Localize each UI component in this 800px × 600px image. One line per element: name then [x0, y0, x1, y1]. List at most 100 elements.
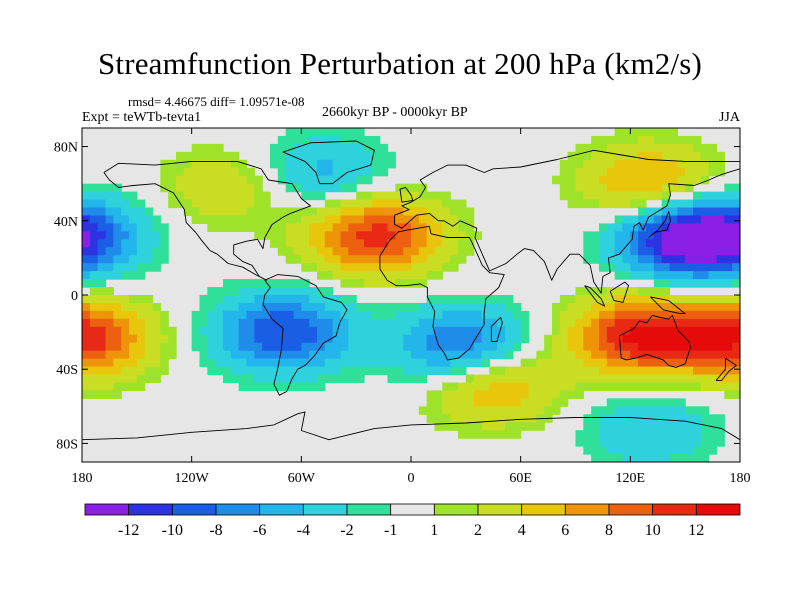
- field-cell: [606, 446, 616, 455]
- field-cell: [630, 135, 639, 145]
- field-cell: [89, 199, 99, 209]
- field-cell: [732, 390, 740, 399]
- field-cell: [622, 350, 631, 360]
- field-cell: [669, 247, 678, 256]
- field-cell: [552, 310, 561, 320]
- field-cell: [591, 446, 600, 455]
- field-cell: [395, 334, 404, 344]
- field-cell: [270, 334, 279, 344]
- field-cell: [716, 342, 725, 352]
- field-cell: [293, 374, 302, 384]
- field-cell: [356, 231, 365, 240]
- field-cell: [653, 446, 663, 455]
- field-cell: [160, 231, 169, 240]
- field-cell: [411, 350, 420, 360]
- field-cell: [700, 438, 710, 447]
- field-cell: [309, 326, 318, 336]
- field-cell: [606, 454, 616, 462]
- field-cell: [708, 342, 718, 352]
- field-cell: [371, 318, 381, 328]
- field-cell: [418, 199, 428, 209]
- field-cell: [575, 183, 584, 193]
- field-cell: [567, 342, 577, 352]
- field-cell: [614, 326, 624, 336]
- field-cell: [356, 159, 365, 169]
- field-cell: [473, 231, 483, 240]
- field-cell: [669, 215, 678, 225]
- field-cell: [113, 199, 122, 209]
- field-cell: [348, 223, 357, 232]
- field-cell: [638, 406, 647, 415]
- field-cell: [418, 255, 428, 264]
- field-cell: [395, 199, 404, 209]
- field-cell: [301, 247, 310, 256]
- field-cell: [426, 414, 436, 423]
- field-cell: [638, 247, 647, 256]
- field-cell: [418, 342, 428, 352]
- field-cell: [152, 350, 161, 360]
- field-cell: [677, 207, 686, 217]
- field-cell: [168, 167, 177, 177]
- field-cell: [465, 422, 475, 431]
- field-cell: [97, 374, 107, 384]
- field-cell: [677, 350, 686, 360]
- field-cell: [646, 191, 655, 201]
- field-cell: [630, 342, 639, 352]
- field-cell: [356, 255, 365, 264]
- field-cell: [105, 207, 114, 217]
- field-cell: [497, 342, 506, 352]
- field-cell: [129, 199, 138, 209]
- field-cell: [685, 271, 694, 280]
- field-cell: [223, 358, 232, 368]
- field-cell: [693, 374, 702, 384]
- field-cell: [129, 302, 138, 312]
- field-cell: [238, 215, 248, 225]
- field-cell: [348, 302, 357, 312]
- field-cell: [669, 382, 678, 392]
- field-cell: [277, 215, 287, 225]
- field-cell: [606, 239, 616, 248]
- field-cell: [356, 271, 365, 280]
- field-cell: [411, 183, 420, 193]
- field-cell: [724, 342, 733, 352]
- field-cell: [677, 167, 686, 177]
- field-cell: [215, 342, 224, 352]
- field-cell: [254, 199, 263, 209]
- field-cell: [559, 374, 569, 384]
- field-cell: [191, 143, 201, 153]
- field-cell: [685, 454, 694, 462]
- field-cell: [199, 310, 208, 320]
- field-cell: [129, 207, 138, 217]
- field-cell: [614, 414, 624, 423]
- field-cell: [324, 287, 334, 296]
- field-cell: [630, 239, 639, 248]
- colorbar-swatch: [171, 503, 217, 516]
- field-cell: [591, 159, 600, 169]
- field-cell: [387, 199, 396, 209]
- field-cell: [700, 223, 710, 232]
- field-cell: [215, 159, 224, 169]
- field-cell: [285, 255, 295, 264]
- field-cell: [168, 334, 177, 344]
- field-cell: [653, 231, 663, 240]
- field-cell: [176, 167, 185, 177]
- field-cell: [614, 310, 624, 320]
- field-cell: [497, 302, 506, 312]
- field-cell: [356, 318, 365, 328]
- field-cell: [254, 350, 263, 360]
- field-cell: [371, 207, 381, 217]
- field-cell: [685, 366, 694, 376]
- field-cell: [653, 342, 663, 352]
- field-cell: [207, 342, 216, 352]
- field-cell: [152, 326, 161, 336]
- field-cell: [559, 159, 569, 169]
- field-cell: [277, 350, 287, 360]
- field-cell: [348, 295, 357, 304]
- field-cell: [575, 302, 584, 312]
- field-cell: [199, 183, 208, 193]
- field-cell: [653, 223, 663, 232]
- field-cell: [465, 342, 475, 352]
- field-cell: [442, 326, 451, 336]
- field-cell: [89, 318, 99, 328]
- field-cell: [661, 183, 671, 193]
